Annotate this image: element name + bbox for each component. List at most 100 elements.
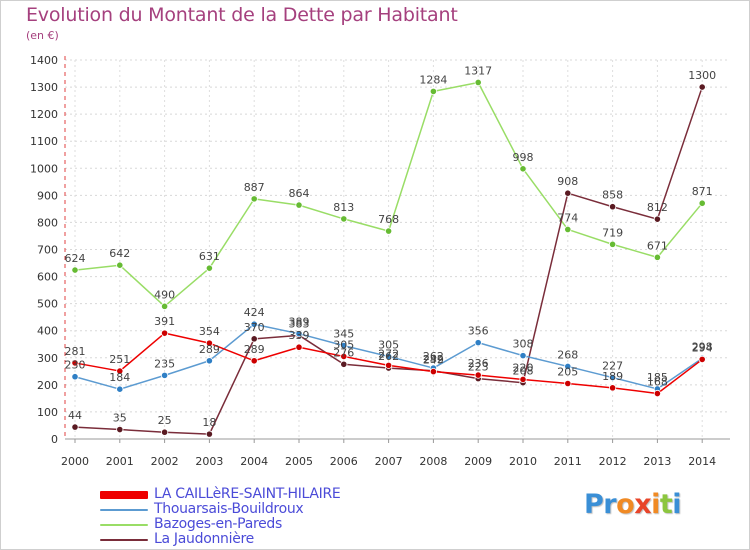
- data-point: [205, 264, 213, 272]
- data-point: [474, 339, 482, 347]
- data-label: 642: [109, 247, 130, 260]
- data-point: [116, 261, 124, 269]
- x-tick-label: 2005: [285, 455, 313, 468]
- data-label: 391: [154, 315, 175, 328]
- data-label: 998: [513, 151, 534, 164]
- data-label: 774: [557, 211, 578, 224]
- legend-item-bazoges: Bazoges-en-Pareds: [100, 517, 430, 532]
- data-point: [564, 379, 572, 388]
- y-tick-label: 500: [37, 298, 58, 311]
- data-label: 44: [68, 409, 82, 422]
- chart-unit: (en €): [26, 29, 59, 42]
- data-label: 289: [244, 343, 265, 356]
- logo-letter: x: [634, 489, 652, 520]
- data-point: [161, 428, 169, 436]
- data-point: [116, 385, 124, 393]
- data-point: [698, 199, 706, 207]
- data-label: 298: [692, 340, 713, 353]
- data-point: [250, 320, 258, 328]
- x-tick-label: 2004: [240, 455, 268, 468]
- data-point: [116, 425, 124, 434]
- data-point: [653, 215, 662, 223]
- data-label: 272: [378, 347, 399, 360]
- data-point: [295, 343, 303, 351]
- data-point: [519, 375, 527, 384]
- data-point: [161, 329, 169, 337]
- data-point: [71, 266, 79, 274]
- logo-letter: r: [603, 489, 617, 520]
- data-label: 262: [378, 350, 399, 363]
- data-point: [71, 373, 79, 381]
- data-label: 281: [65, 345, 86, 358]
- logo-letter: P: [584, 489, 604, 520]
- x-tick-label: 2000: [61, 455, 89, 468]
- data-label: 308: [513, 338, 534, 351]
- chart-title: Evolution du Montant de la Dette par Hab…: [26, 4, 458, 26]
- data-point: [161, 371, 169, 379]
- x-tick-label: 2008: [419, 455, 447, 468]
- data-point: [205, 339, 213, 347]
- data-label: 812: [647, 201, 668, 214]
- data-label: 35: [113, 412, 127, 425]
- data-label: 205: [557, 366, 578, 379]
- x-tick-label: 2009: [464, 455, 492, 468]
- data-label: 168: [647, 376, 668, 389]
- y-tick-label: 1400: [30, 54, 58, 67]
- data-label: 230: [65, 359, 86, 372]
- data-label: 370: [244, 321, 265, 334]
- data-label: 624: [65, 252, 86, 265]
- data-point: [384, 227, 393, 235]
- data-label: 864: [289, 187, 310, 200]
- data-label: 208: [513, 365, 534, 378]
- data-point: [653, 389, 662, 398]
- data-label: 383: [289, 317, 310, 330]
- y-tick-label: 200: [37, 379, 58, 392]
- data-label: 389: [289, 316, 310, 329]
- data-label: 1317: [464, 64, 492, 77]
- data-label: 887: [244, 181, 265, 194]
- data-label: 1300: [688, 69, 716, 82]
- x-tick-label: 2003: [195, 455, 223, 468]
- data-label: 871: [692, 185, 713, 198]
- y-tick-label: 800: [37, 216, 58, 229]
- data-point: [71, 359, 79, 367]
- x-tick-label: 2013: [643, 455, 671, 468]
- data-label: 305: [378, 338, 399, 351]
- data-label: 262: [423, 350, 444, 363]
- legend-item-la-cailliere: LA CAILLèRE-SAINT-HILAIRE: [100, 487, 430, 502]
- x-tick-label: 2007: [375, 455, 403, 468]
- proxiti-logo: Proxiti: [584, 489, 682, 520]
- data-point: [429, 367, 437, 376]
- data-point: [608, 240, 617, 248]
- data-label: 768: [378, 213, 399, 226]
- data-label: 268: [557, 348, 578, 361]
- data-label: 356: [468, 325, 489, 338]
- data-point: [653, 253, 662, 261]
- legend-label: Bazoges-en-Pareds: [154, 516, 283, 532]
- legend-item-thouarsais: Thouarsais-Bouildroux: [100, 502, 430, 517]
- data-point: [250, 335, 258, 343]
- data-point: [564, 189, 572, 197]
- data-label: 908: [557, 175, 578, 188]
- data-label: 671: [647, 239, 668, 252]
- legend-swatch: [100, 523, 148, 526]
- data-label: 252: [423, 353, 444, 366]
- data-point: [295, 330, 303, 338]
- data-label: 858: [602, 189, 623, 202]
- data-point: [205, 430, 213, 438]
- data-point: [340, 360, 348, 368]
- data-label: 354: [199, 325, 220, 338]
- y-tick-label: 1300: [30, 81, 58, 94]
- legend-label: Thouarsais-Bouildroux: [154, 501, 304, 517]
- data-point: [295, 201, 303, 209]
- data-point: [429, 87, 437, 96]
- x-tick-label: 2006: [330, 455, 358, 468]
- data-point: [564, 362, 572, 371]
- legend-item-jaudonniere: La Jaudonnière: [100, 532, 430, 547]
- data-point: [250, 195, 258, 203]
- y-tick-label: 1100: [30, 135, 58, 148]
- y-tick-label: 1000: [30, 162, 58, 175]
- data-label: 249: [423, 354, 444, 367]
